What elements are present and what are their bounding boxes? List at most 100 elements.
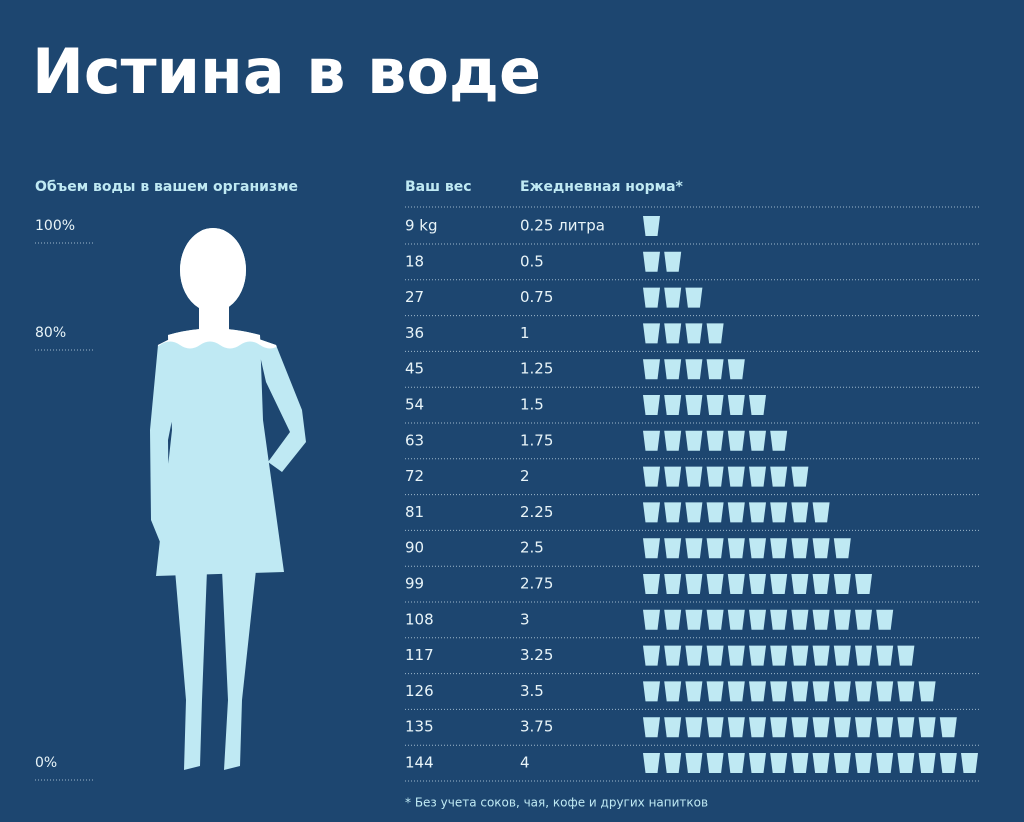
glass (706, 681, 724, 702)
glass (855, 609, 872, 630)
scale-label: 80% (35, 325, 66, 341)
glass (727, 395, 745, 415)
glass (685, 645, 703, 666)
norm: 2.75 (520, 575, 553, 593)
norm: 3.75 (520, 718, 553, 736)
glass (770, 609, 788, 630)
glass (749, 681, 766, 702)
weight: 135 (405, 718, 434, 736)
weight: 72 (405, 467, 424, 485)
glass (664, 251, 682, 272)
glass (833, 717, 851, 738)
glass (791, 466, 809, 487)
glass (876, 681, 894, 702)
glass (833, 753, 851, 773)
glass (643, 538, 660, 559)
glass (727, 609, 745, 630)
glass (749, 717, 766, 738)
glass (706, 645, 724, 666)
glass (727, 717, 745, 738)
glass (876, 609, 894, 630)
glass (685, 359, 703, 380)
glass (812, 502, 830, 523)
glass (664, 538, 682, 559)
glass (770, 753, 788, 773)
weight: 117 (405, 646, 434, 664)
glass (664, 609, 682, 630)
glass (664, 323, 682, 344)
scale-label: 0% (35, 755, 57, 771)
glass (706, 395, 724, 415)
footnote: * Без учета соков, чая, кофе и других на… (405, 796, 708, 810)
glass (855, 574, 872, 594)
glass (685, 287, 703, 308)
glass (876, 717, 894, 738)
glass (791, 645, 809, 666)
weight: 45 (405, 360, 424, 378)
norm: 0.25 литра (520, 217, 605, 235)
norm: 1 (520, 324, 530, 342)
glass (791, 609, 809, 630)
glass (833, 645, 851, 666)
glass (706, 359, 724, 380)
glass (961, 753, 978, 773)
glass (918, 717, 936, 738)
glass (664, 359, 682, 380)
glass (939, 717, 957, 738)
norm: 0.75 (520, 288, 553, 306)
glass (770, 681, 788, 702)
glass (664, 753, 682, 773)
glass (727, 574, 745, 594)
title: Истина в воде (32, 35, 541, 108)
glass (643, 645, 660, 666)
glass (643, 466, 660, 487)
glass (749, 466, 766, 487)
glass (727, 502, 745, 523)
silhouette (150, 228, 306, 770)
glass (727, 538, 745, 559)
glass (706, 609, 724, 630)
glass (791, 681, 809, 702)
glass (643, 359, 660, 380)
glass (706, 538, 724, 559)
glass (685, 430, 703, 451)
glass (685, 538, 703, 559)
glass (727, 430, 745, 451)
glass (897, 717, 915, 738)
glass (643, 609, 660, 630)
weight: 54 (405, 396, 424, 414)
norm: 0.5 (520, 252, 544, 270)
glass (685, 323, 703, 344)
glass (770, 466, 788, 487)
weight: 27 (405, 288, 424, 306)
glass (643, 251, 660, 272)
norm: 3 (520, 610, 530, 628)
glass (812, 681, 830, 702)
norm: 2.25 (520, 503, 553, 521)
glass (749, 753, 766, 773)
glass (897, 645, 915, 666)
weight: 18 (405, 252, 424, 270)
glass (706, 574, 724, 594)
glass (706, 753, 724, 773)
scale-title: Объем воды в вашем организме (35, 179, 298, 195)
glass (664, 287, 682, 308)
glass (833, 574, 851, 594)
glass (770, 717, 788, 738)
glass (706, 502, 724, 523)
norm: 1.5 (520, 396, 544, 414)
weight: 108 (405, 610, 434, 628)
glass (685, 753, 703, 773)
weight: 144 (405, 754, 434, 772)
glass (833, 609, 851, 630)
glass (876, 645, 894, 666)
glass (749, 395, 766, 415)
column-header: Ваш вес (405, 179, 472, 195)
glass (833, 538, 851, 559)
weight: 90 (405, 539, 424, 557)
glass (685, 609, 703, 630)
glass (770, 538, 788, 559)
glass (643, 717, 660, 738)
glass (664, 395, 682, 415)
glass (685, 395, 703, 415)
